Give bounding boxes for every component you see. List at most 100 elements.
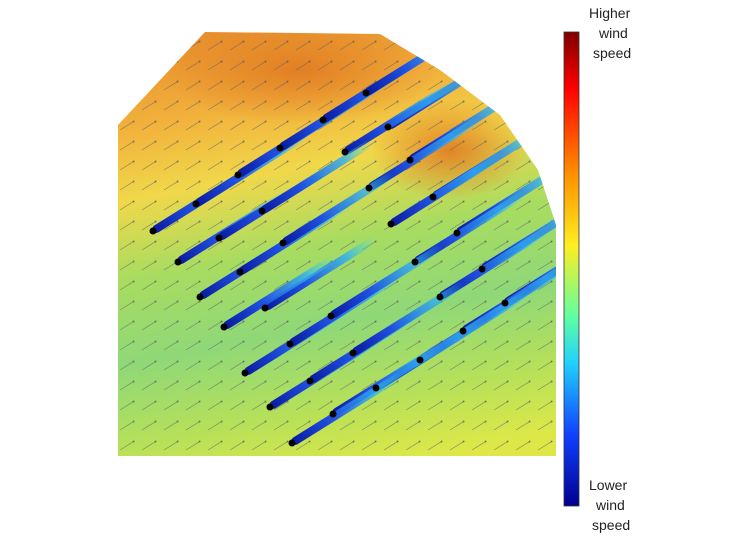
- arrow-head: [550, 340, 553, 343]
- wind-arrow: [207, 61, 222, 71]
- wind-arrow: [251, 381, 266, 391]
- wind-arrow: [449, 421, 464, 431]
- arrow-head: [154, 320, 157, 323]
- wind-arrow: [405, 281, 420, 291]
- arrow-head: [440, 180, 443, 183]
- wind-arrow: [471, 241, 486, 251]
- wind-arrow: [537, 241, 552, 251]
- arrow-head: [199, 21, 201, 23]
- wind-arrow: [427, 401, 442, 411]
- arrow-head: [220, 260, 223, 263]
- arrow-head: [507, 21, 509, 23]
- wind-arrow: [339, 181, 354, 191]
- wind-arrow: [405, 321, 420, 331]
- wind-arrow: [207, 221, 222, 231]
- wind-arrow: [405, 421, 420, 431]
- wind-arrow: [295, 101, 310, 111]
- wind-arrow: [141, 281, 156, 291]
- wind-arrow: [361, 321, 376, 331]
- arrow-head: [528, 160, 531, 163]
- arrow-head: [242, 400, 245, 403]
- arrow-head: [264, 120, 267, 123]
- arrow-head: [485, 21, 487, 23]
- wind-arrow: [185, 381, 200, 391]
- wind-arrow: [185, 121, 200, 131]
- wind-arrow: [207, 301, 222, 311]
- wind-arrow: [207, 161, 222, 171]
- arrow-head: [352, 120, 355, 123]
- wind-arrow: [295, 241, 310, 251]
- wind-arrow: [185, 341, 200, 351]
- turbine: [362, 89, 370, 97]
- arrow-head: [440, 100, 443, 103]
- wind-arrow: [493, 221, 508, 231]
- arrow-head: [440, 220, 443, 223]
- wind-arrow: [427, 81, 442, 91]
- wind-arrow: [295, 441, 310, 451]
- wind-arrow: [405, 381, 420, 391]
- wind-arrow: [493, 401, 508, 411]
- arrow-head: [528, 60, 531, 63]
- wind-arrow: [427, 121, 442, 131]
- arrow-head: [176, 420, 179, 423]
- arrow-head: [506, 360, 509, 363]
- wind-arrow: [273, 41, 288, 51]
- arrow-head: [484, 100, 487, 103]
- arrow-head: [264, 340, 267, 343]
- turbine: [192, 200, 200, 208]
- arrow-head: [286, 200, 289, 203]
- turbine: [288, 439, 296, 447]
- arrow-head: [154, 160, 157, 163]
- arrow-head: [528, 180, 531, 183]
- wind-arrow: [383, 421, 398, 431]
- arrow-head: [154, 400, 157, 403]
- wind-arrow: [405, 341, 420, 351]
- wind-arrow: [405, 161, 420, 171]
- wind-arrow: [493, 441, 508, 451]
- arrow-head: [374, 320, 377, 323]
- arrow-head: [550, 100, 553, 103]
- arrow-head: [462, 380, 465, 383]
- arrow-head: [221, 21, 223, 23]
- arrow-head: [418, 140, 421, 143]
- turbine: [453, 229, 461, 237]
- wind-arrow: [295, 401, 310, 411]
- wind-arrow: [560, 22, 574, 30]
- wind-arrow: [273, 121, 288, 131]
- arrow-head: [374, 120, 377, 123]
- wind-arrow: [229, 201, 244, 211]
- turbine: [319, 116, 327, 124]
- turbine: [215, 234, 223, 242]
- wind-arrow: [317, 241, 332, 251]
- arrow-head: [484, 240, 487, 243]
- arrow-head: [176, 360, 179, 363]
- wind-arrow: [493, 41, 508, 51]
- wind-arrow: [163, 441, 178, 451]
- arrow-head: [220, 440, 223, 443]
- arrow-head: [176, 180, 179, 183]
- arrow-head: [331, 21, 333, 23]
- arrow-head: [396, 340, 399, 343]
- wind-arrow: [471, 201, 486, 211]
- wind-arrow: [163, 221, 178, 231]
- wind-arrow: [537, 161, 552, 171]
- arrow-head: [242, 360, 245, 363]
- arrow-head: [528, 100, 531, 103]
- turbine: [196, 293, 204, 301]
- arrow-head: [352, 60, 355, 63]
- arrow-head: [132, 60, 135, 63]
- wind-arrow: [339, 41, 354, 51]
- arrow-head: [551, 21, 553, 23]
- arrow-head: [330, 160, 333, 163]
- wind-arrow: [361, 101, 376, 111]
- arrow-head: [286, 60, 289, 63]
- arrow-head: [396, 360, 399, 363]
- arrow-head: [264, 180, 267, 183]
- wind-arrow: [251, 441, 266, 451]
- arrow-head: [220, 320, 223, 323]
- arrow-head: [440, 420, 443, 423]
- arrow-head: [176, 120, 179, 123]
- wind-arrow: [515, 401, 530, 411]
- arrow-head: [176, 220, 179, 223]
- wind-arrow: [229, 301, 244, 311]
